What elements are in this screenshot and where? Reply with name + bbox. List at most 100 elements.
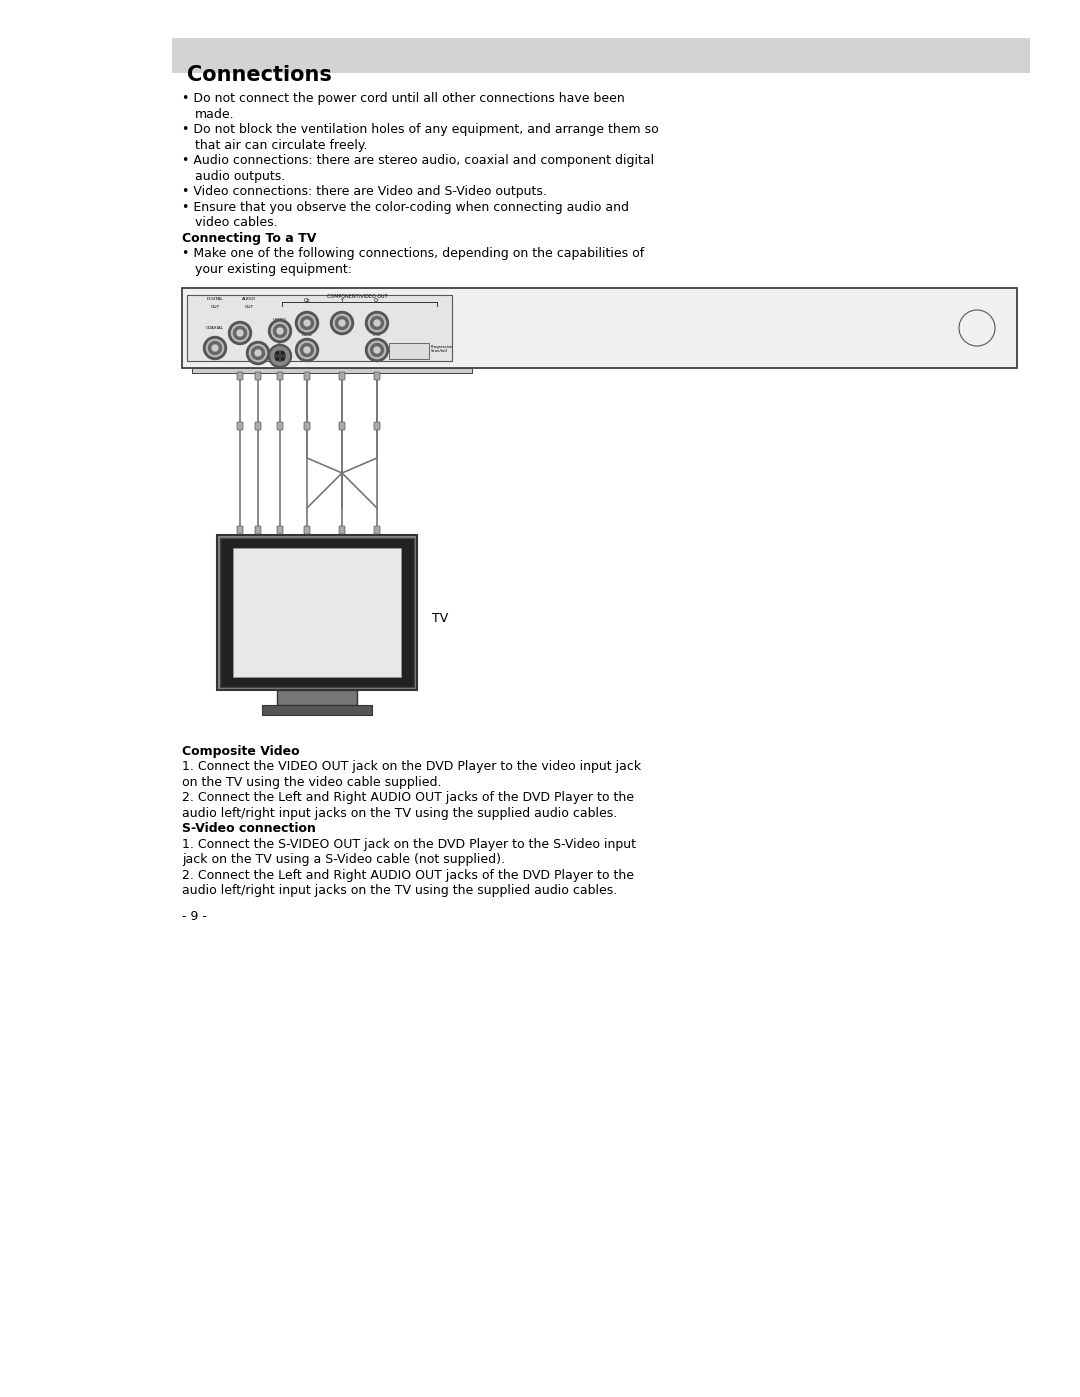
FancyBboxPatch shape — [339, 527, 345, 534]
Text: jack on the TV using a S-Video cable (not supplied).: jack on the TV using a S-Video cable (no… — [183, 854, 505, 866]
Text: your existing equipment:: your existing equipment: — [195, 263, 352, 275]
Bar — [233, 548, 401, 678]
Circle shape — [282, 352, 284, 355]
FancyBboxPatch shape — [303, 372, 310, 380]
Circle shape — [282, 358, 284, 360]
Circle shape — [231, 324, 248, 342]
Text: audio outputs.: audio outputs. — [195, 169, 285, 183]
Circle shape — [206, 339, 224, 356]
Text: Connecting To a TV: Connecting To a TV — [183, 232, 316, 244]
FancyBboxPatch shape — [374, 527, 380, 534]
FancyBboxPatch shape — [374, 372, 380, 380]
FancyBboxPatch shape — [339, 372, 345, 380]
Text: that air can circulate freely.: that air can circulate freely. — [195, 138, 367, 151]
Circle shape — [300, 344, 313, 356]
Bar — [389, 344, 429, 359]
Text: OUT: OUT — [211, 305, 219, 309]
Text: Cr: Cr — [375, 298, 380, 303]
Circle shape — [249, 345, 267, 362]
Circle shape — [365, 338, 389, 362]
Circle shape — [276, 328, 283, 334]
Text: • Ensure that you observe the color-coding when connecting audio and: • Ensure that you observe the color-codi… — [183, 201, 629, 214]
Text: Composite Video: Composite Video — [183, 745, 299, 759]
Circle shape — [374, 320, 380, 326]
Text: audio left/right input jacks on the TV using the supplied audio cables.: audio left/right input jacks on the TV u… — [183, 884, 618, 897]
FancyBboxPatch shape — [276, 422, 283, 430]
Text: video cables.: video cables. — [195, 217, 278, 229]
Text: on the TV using the video cable supplied.: on the TV using the video cable supplied… — [183, 775, 442, 789]
FancyBboxPatch shape — [237, 422, 243, 430]
Text: L: L — [239, 321, 241, 326]
Bar — [192, 367, 472, 373]
Circle shape — [275, 358, 279, 360]
Circle shape — [208, 341, 221, 355]
Circle shape — [271, 323, 288, 339]
Circle shape — [269, 345, 292, 367]
Circle shape — [252, 346, 265, 359]
Text: S-Video connection: S-Video connection — [183, 823, 315, 835]
FancyBboxPatch shape — [303, 422, 310, 430]
Text: OUT: OUT — [244, 305, 254, 309]
Text: Y: Y — [340, 298, 343, 303]
Circle shape — [300, 317, 313, 330]
Text: COMPONENT/VIDEO OUT: COMPONENT/VIDEO OUT — [327, 293, 388, 299]
Bar — [217, 535, 417, 690]
Circle shape — [298, 341, 315, 359]
Circle shape — [269, 320, 292, 342]
Circle shape — [365, 312, 389, 334]
Bar — [220, 538, 414, 687]
Circle shape — [374, 346, 380, 353]
Text: PrCr: PrCr — [373, 332, 381, 337]
Text: audio left/right input jacks on the TV using the supplied audio cables.: audio left/right input jacks on the TV u… — [183, 807, 618, 820]
Circle shape — [303, 346, 310, 353]
Circle shape — [339, 320, 345, 326]
Circle shape — [233, 327, 246, 339]
Circle shape — [203, 337, 227, 359]
Circle shape — [271, 346, 289, 365]
FancyBboxPatch shape — [237, 527, 243, 534]
Circle shape — [296, 312, 319, 334]
Circle shape — [274, 351, 285, 362]
Text: 1. Connect the VIDEO OUT jack on the DVD Player to the video input jack: 1. Connect the VIDEO OUT jack on the DVD… — [183, 760, 642, 774]
Circle shape — [212, 345, 218, 351]
Text: VIDEO: VIDEO — [273, 349, 287, 353]
Circle shape — [237, 330, 243, 337]
Text: 2. Connect the Left and Right AUDIO OUT jacks of the DVD Player to the: 2. Connect the Left and Right AUDIO OUT … — [183, 869, 634, 882]
Circle shape — [275, 352, 279, 355]
Circle shape — [296, 338, 319, 362]
FancyBboxPatch shape — [303, 527, 310, 534]
Text: DIGITAL: DIGITAL — [206, 298, 224, 300]
Text: made.: made. — [195, 108, 234, 120]
FancyBboxPatch shape — [374, 422, 380, 430]
Text: R: R — [256, 344, 259, 348]
Circle shape — [336, 317, 349, 330]
Circle shape — [368, 341, 386, 359]
Text: 1. Connect the S-VIDEO OUT jack on the DVD Player to the S-Video input: 1. Connect the S-VIDEO OUT jack on the D… — [183, 838, 636, 851]
Circle shape — [255, 351, 261, 356]
Text: VIDEO: VIDEO — [273, 319, 287, 321]
Text: PbCb: PbCb — [301, 332, 312, 337]
Text: S-: S- — [278, 342, 282, 346]
Text: COAXIAL: COAXIAL — [206, 326, 224, 330]
Circle shape — [330, 312, 353, 334]
Circle shape — [959, 310, 995, 346]
Text: • Make one of the following connections, depending on the capabilities of: • Make one of the following connections,… — [183, 247, 645, 260]
Text: Cb: Cb — [303, 298, 310, 303]
Bar — [276, 690, 357, 705]
FancyBboxPatch shape — [237, 372, 243, 380]
Bar — [172, 38, 1030, 73]
Bar — [262, 705, 372, 715]
Text: • Audio connections: there are stereo audio, coaxial and component digital: • Audio connections: there are stereo au… — [183, 154, 654, 168]
Bar — [187, 295, 453, 360]
FancyBboxPatch shape — [276, 372, 283, 380]
Text: • Do not block the ventilation holes of any equipment, and arrange them so: • Do not block the ventilation holes of … — [183, 123, 659, 136]
FancyBboxPatch shape — [276, 527, 283, 534]
Circle shape — [273, 324, 286, 338]
Circle shape — [370, 344, 383, 356]
Text: Progressive
Scan/Intl: Progressive Scan/Intl — [431, 345, 454, 353]
Circle shape — [303, 320, 310, 326]
Circle shape — [368, 314, 386, 331]
Text: • Do not connect the power cord until all other connections have been: • Do not connect the power cord until al… — [183, 92, 624, 105]
Text: Connections: Connections — [187, 66, 332, 85]
Circle shape — [334, 314, 351, 331]
